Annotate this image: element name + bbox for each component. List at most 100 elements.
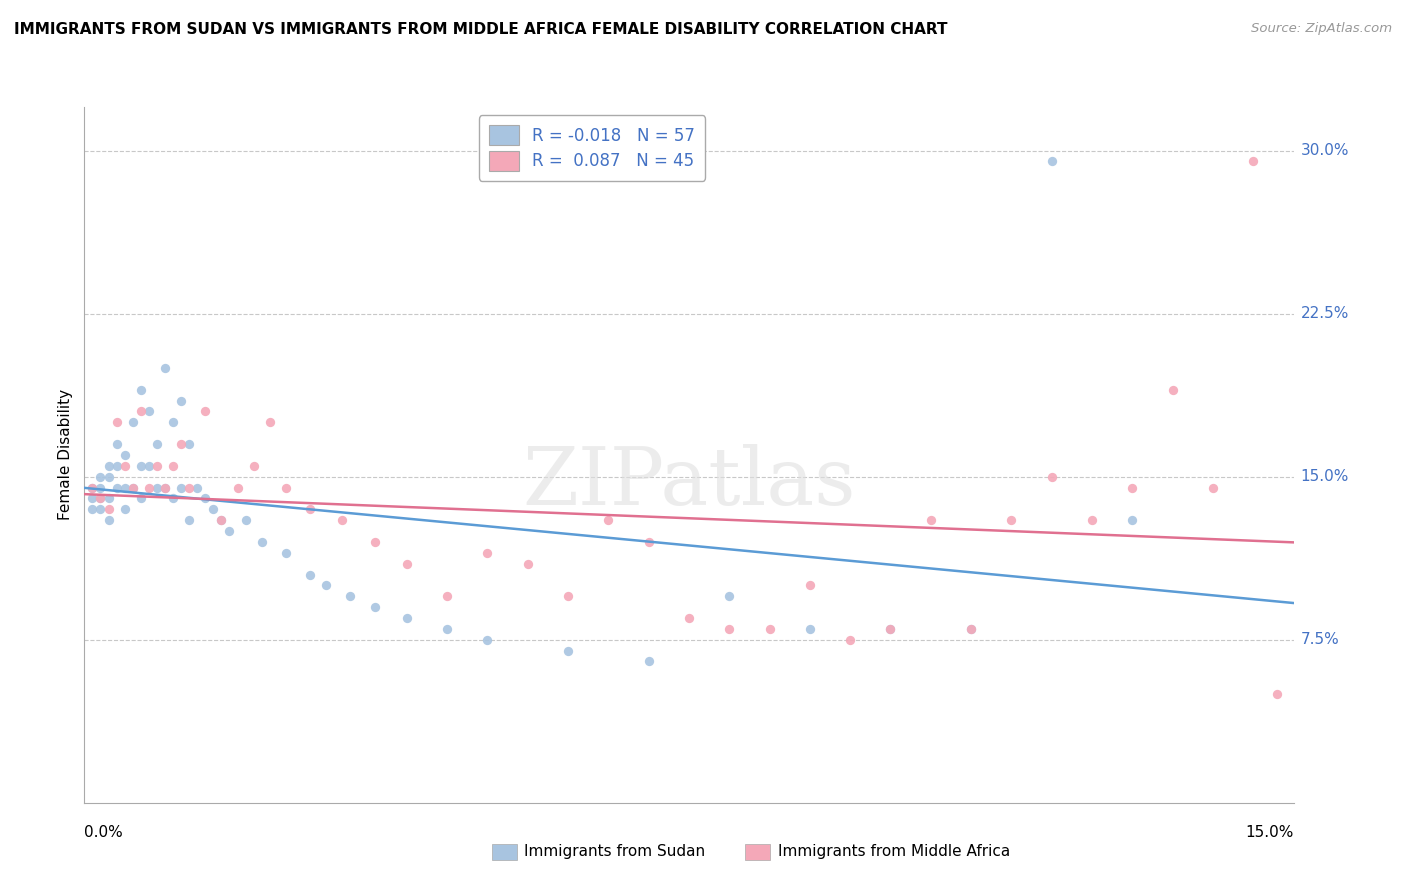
Point: [162, 491, 184, 506]
Point: [339, 589, 361, 603]
Point: [97, 491, 120, 506]
Point: [186, 481, 208, 495]
Point: [162, 458, 184, 473]
Point: [235, 513, 257, 527]
Point: [114, 502, 136, 516]
Point: [960, 622, 983, 636]
Point: [146, 437, 169, 451]
Point: [637, 535, 659, 549]
Point: [153, 481, 176, 495]
Point: [1241, 154, 1264, 169]
Point: [209, 513, 232, 527]
Point: [718, 589, 741, 603]
Point: [920, 513, 942, 527]
Point: [146, 481, 169, 495]
Point: [315, 578, 337, 592]
Point: [274, 481, 297, 495]
Point: [363, 600, 385, 615]
Point: [114, 458, 136, 473]
Point: [121, 415, 143, 429]
Text: Source: ZipAtlas.com: Source: ZipAtlas.com: [1251, 22, 1392, 36]
Text: IMMIGRANTS FROM SUDAN VS IMMIGRANTS FROM MIDDLE AFRICA FEMALE DISABILITY CORRELA: IMMIGRANTS FROM SUDAN VS IMMIGRANTS FROM…: [14, 22, 948, 37]
Point: [89, 491, 111, 506]
Point: [299, 502, 322, 516]
Point: [557, 589, 579, 603]
Point: [330, 513, 353, 527]
Point: [1040, 469, 1063, 483]
Text: 30.0%: 30.0%: [1301, 143, 1348, 158]
Point: [179, 437, 201, 451]
Point: [839, 632, 862, 647]
Point: [97, 469, 120, 483]
Point: [395, 557, 418, 571]
Point: [299, 567, 322, 582]
Point: [799, 622, 821, 636]
Point: [89, 491, 111, 506]
Point: [557, 643, 579, 657]
Point: [363, 535, 385, 549]
Point: [194, 404, 217, 418]
Point: [678, 611, 700, 625]
Point: [194, 491, 217, 506]
Text: 7.5%: 7.5%: [1301, 632, 1340, 648]
Point: [250, 535, 273, 549]
Point: [105, 481, 128, 495]
Point: [879, 622, 901, 636]
Point: [146, 458, 169, 473]
Point: [89, 469, 111, 483]
Point: [114, 481, 136, 495]
Point: [82, 481, 104, 495]
Point: [274, 546, 297, 560]
Point: [129, 404, 152, 418]
Point: [960, 622, 983, 636]
Point: [395, 611, 418, 625]
Point: [598, 513, 620, 527]
Text: 0.0%: 0.0%: [84, 825, 124, 840]
Point: [170, 437, 193, 451]
Point: [138, 458, 160, 473]
Point: [97, 513, 120, 527]
Text: Immigrants from Middle Africa: Immigrants from Middle Africa: [778, 845, 1010, 859]
Point: [179, 481, 201, 495]
Point: [637, 655, 659, 669]
Text: 15.0%: 15.0%: [1301, 469, 1348, 484]
Point: [129, 458, 152, 473]
Point: [259, 415, 281, 429]
Y-axis label: Female Disability: Female Disability: [58, 389, 73, 521]
Point: [138, 404, 160, 418]
Point: [82, 502, 104, 516]
Point: [82, 491, 104, 506]
Point: [170, 393, 193, 408]
Point: [89, 502, 111, 516]
Point: [799, 578, 821, 592]
Point: [242, 458, 264, 473]
Point: [436, 622, 458, 636]
Point: [153, 360, 176, 375]
Point: [1121, 481, 1143, 495]
Point: [105, 415, 128, 429]
Point: [105, 437, 128, 451]
Point: [82, 481, 104, 495]
Point: [436, 589, 458, 603]
Point: [758, 622, 780, 636]
Point: [1161, 383, 1184, 397]
Point: [105, 458, 128, 473]
Point: [477, 632, 499, 647]
Point: [1121, 513, 1143, 527]
Point: [179, 513, 201, 527]
Point: [170, 481, 193, 495]
Point: [202, 502, 225, 516]
Point: [89, 481, 111, 495]
Point: [1267, 687, 1289, 701]
Point: [97, 458, 120, 473]
Text: 15.0%: 15.0%: [1246, 825, 1294, 840]
Point: [718, 622, 741, 636]
Point: [97, 502, 120, 516]
Text: ZIPatlas: ZIPatlas: [522, 443, 856, 522]
Text: Immigrants from Sudan: Immigrants from Sudan: [524, 845, 706, 859]
Point: [226, 481, 249, 495]
Point: [138, 481, 160, 495]
Point: [477, 546, 499, 560]
Point: [1000, 513, 1022, 527]
Point: [516, 557, 538, 571]
